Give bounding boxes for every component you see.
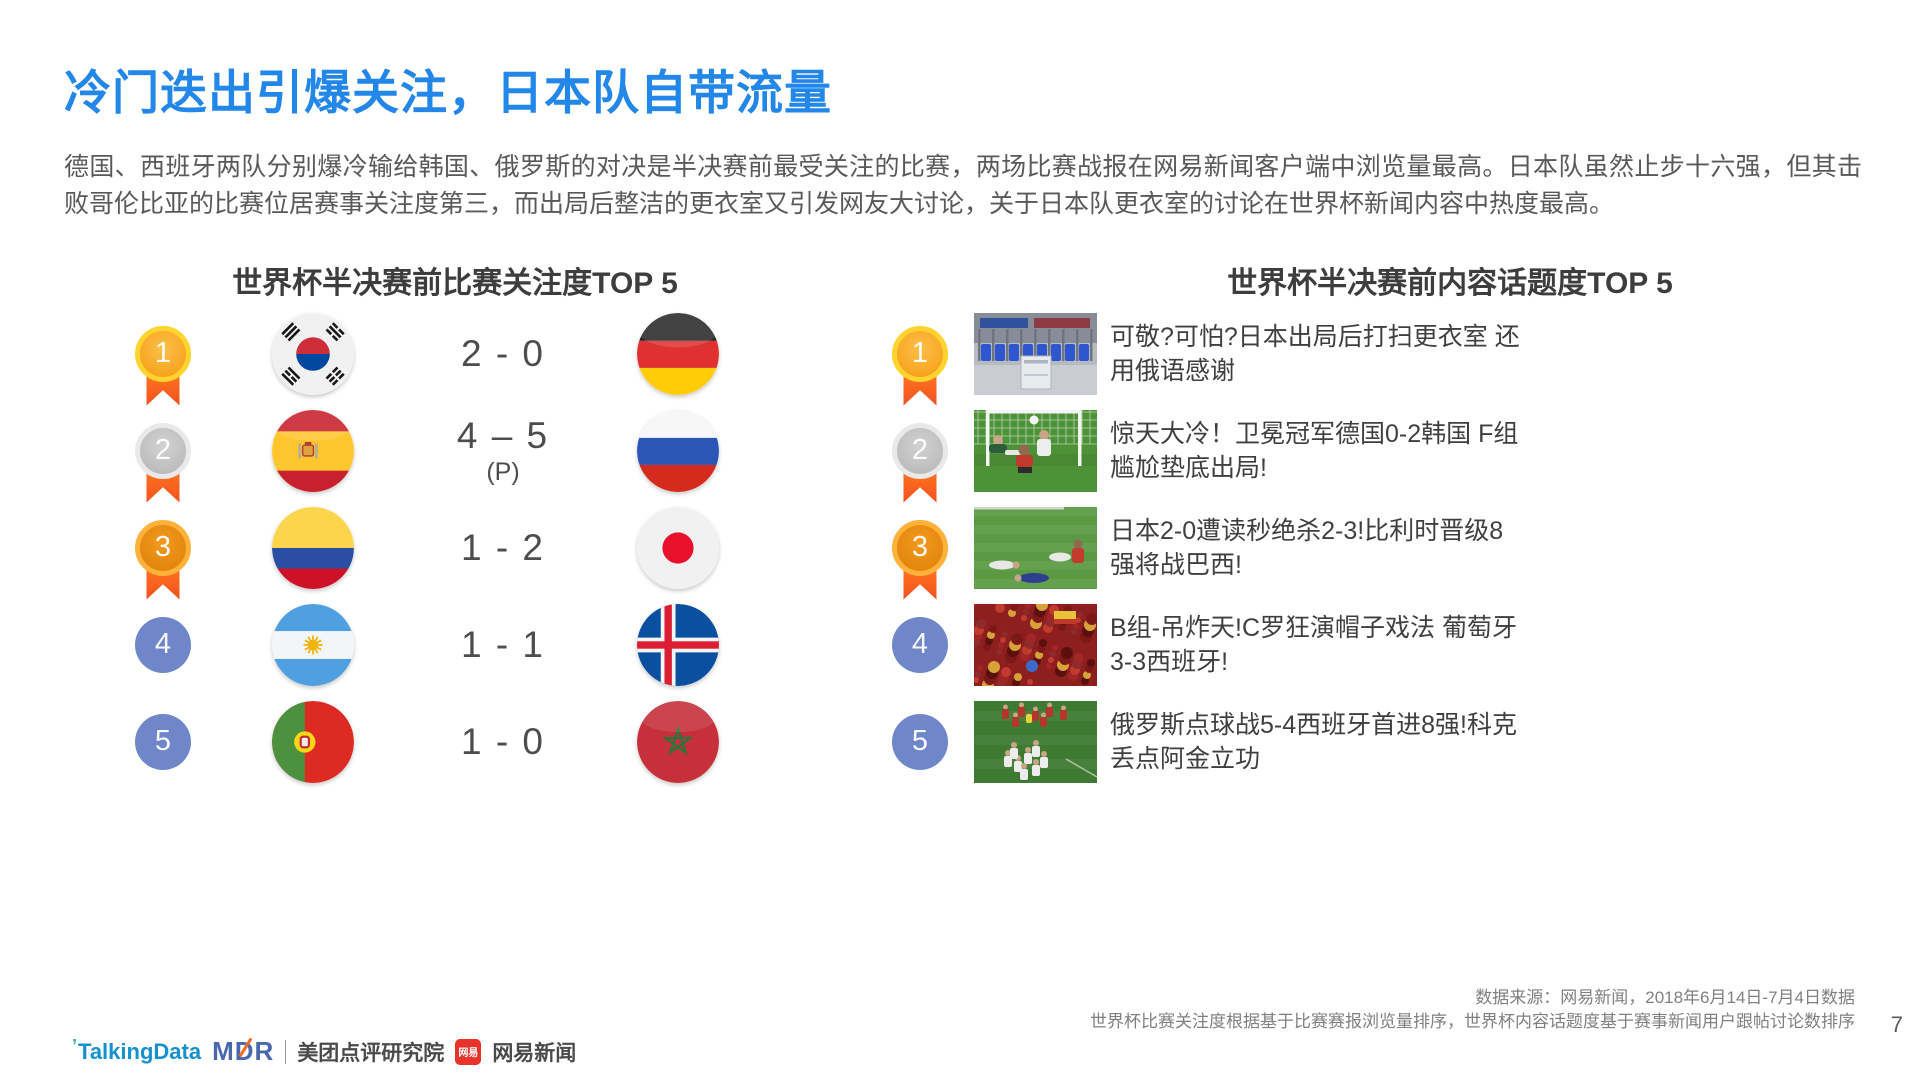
talkingdata-logo: ’TalkingData — [72, 1035, 202, 1064]
morocco-flag — [637, 700, 719, 783]
iceland-flag — [637, 603, 719, 686]
rank-2-medal-silver: 2 — [892, 422, 948, 503]
rank-4-medal-badge: 4 — [135, 616, 191, 673]
news-item-rank-2: 2 惊天大冷！卫冕冠军德国0-2韩国 F组尴尬垫底出局! — [880, 402, 1520, 503]
rank-number: 4 — [911, 628, 929, 660]
match-row-rank-4: 4 1 - 1 — [118, 596, 830, 693]
score-value: 4 – 5 — [456, 414, 550, 456]
rank-1-medal-gold: 1 — [135, 325, 191, 406]
score-value: 2 - 0 — [460, 332, 546, 374]
rank-4-medal-badge: 4 — [892, 616, 948, 673]
page-title: 冷门迭出引爆关注，日本队自带流量 — [64, 66, 832, 119]
source-line-2: 世界杯比赛关注度根据基于比赛赛报浏览量排序，世界杯内容话题度基于赛事新闻用户跟帖… — [1090, 1012, 1855, 1031]
left-panel-title: 世界杯半决赛前比赛关注度TOP 5 — [232, 267, 678, 300]
match-score: 1 - 2 — [461, 527, 545, 569]
news-ranking-list: 1 可敬?可怕?日本出局后打扫更衣室 还用俄语感谢 2 惊天大冷！卫冕冠军德国0-… — [880, 305, 1520, 790]
data-source-note: 数据来源：网易新闻，2018年6月14日-7月4日数据 世界杯比赛关注度根据基于… — [1090, 986, 1855, 1034]
rank-2-medal-silver: 2 — [135, 422, 191, 503]
russia-flag — [637, 409, 719, 492]
portugal-flag — [272, 700, 354, 783]
rank-number: 2 — [154, 434, 172, 466]
argentina-flag — [272, 603, 354, 686]
rank-3-medal-bronze: 3 — [892, 519, 948, 600]
japan-flag — [637, 506, 719, 589]
footer-logos: ’TalkingData MDR 美团点评研究院 网易 网易新闻 — [72, 1036, 576, 1067]
news-headline: 俄罗斯点球战5-4西班牙首进8强!科克丢点阿金立功 — [1110, 710, 1517, 773]
page-number: 7 — [1890, 1012, 1903, 1037]
penalty-note: (P) — [486, 457, 520, 486]
rank-number: 3 — [911, 531, 929, 563]
rank-number: 5 — [154, 725, 172, 757]
news-headline: 可敬?可怕?日本出局后打扫更衣室 还用俄语感谢 — [1110, 322, 1520, 385]
rank-number: 4 — [154, 628, 172, 660]
players-down-thumbnail — [973, 506, 1097, 589]
right-panel-title: 世界杯半决赛前内容话题度TOP 5 — [1227, 267, 1673, 300]
score-value: 1 - 0 — [460, 720, 546, 762]
match-score: 1 - 1 — [461, 624, 545, 666]
rank-number: 2 — [911, 434, 929, 466]
talkingdata-tick-icon: ’ — [72, 1035, 78, 1056]
match-row-rank-1: 1 2 - 0 — [118, 305, 830, 406]
news-headline: B组-吊炸天!C罗狂演帽子戏法 葡萄牙3-3西班牙! — [1110, 613, 1517, 676]
spain-flag — [272, 409, 354, 492]
rank-5-medal-badge: 5 — [892, 713, 948, 770]
news-headline: 惊天大冷！卫冕冠军德国0-2韩国 F组尴尬垫底出局! — [1110, 419, 1519, 482]
score-value: 1 - 1 — [460, 623, 546, 665]
rank-number: 1 — [154, 337, 172, 369]
news-item-rank-4: 4 B组-吊炸天!C罗狂演帽子戏法 葡萄牙3-3西班牙! — [880, 596, 1520, 693]
south-korea-flag — [272, 312, 354, 395]
news-item-rank-1: 1 可敬?可怕?日本出局后打扫更衣室 还用俄语感谢 — [880, 305, 1520, 406]
news-item-rank-5: 5 俄罗斯点球战5-4西班牙首进8强!科克丢点阿金立功 — [880, 693, 1520, 790]
meituan-dianping-research-label: 美团点评研究院 — [297, 1041, 445, 1065]
netease-news-icon: 网易 — [455, 1038, 482, 1065]
intro-paragraph: 德国、西班牙两队分别爆冷输给韩国、俄罗斯的对决是半决赛前最受关注的比赛，两场比赛… — [64, 153, 1862, 218]
rank-number: 1 — [911, 337, 929, 369]
match-row-rank-2: 2 4 – 5 (P) — [118, 402, 830, 503]
rank-number: 5 — [911, 725, 929, 757]
rank-number: 3 — [154, 531, 172, 563]
rank-3-medal-bronze: 3 — [135, 519, 191, 600]
source-line-1: 数据来源：网易新闻，2018年6月14日-7月4日数据 — [1475, 988, 1855, 1007]
match-score: 1 - 0 — [461, 721, 545, 763]
germany-flag — [637, 312, 719, 395]
news-headline: 日本2-0遭读秒绝杀2-3!比利时晋级8强将战巴西! — [1110, 516, 1504, 579]
netease-news-label: 网易新闻 — [492, 1041, 577, 1065]
goal-save-thumbnail — [973, 409, 1097, 492]
match-score: 2 - 0 — [461, 333, 545, 375]
match-score: 4 – 5 (P) — [457, 415, 549, 487]
rank-5-medal-badge: 5 — [135, 713, 191, 770]
colombia-flag — [272, 506, 354, 589]
rank-1-medal-gold: 1 — [892, 325, 948, 406]
locker-room-thumbnail — [973, 312, 1097, 395]
score-value: 1 - 2 — [460, 526, 546, 568]
match-ranking-list: 1 2 - 0 2 4 – 5 (P) 3 1 - 2 4 — [118, 305, 830, 790]
celebration-thumbnail — [973, 700, 1097, 783]
match-row-rank-5: 5 1 - 0 — [118, 693, 830, 790]
mdr-logo: MDR — [212, 1036, 275, 1066]
logo-divider — [285, 1039, 287, 1064]
match-row-rank-3: 3 1 - 2 — [118, 499, 830, 600]
news-item-rank-3: 3 日本2-0遭读秒绝杀2-3!比利时晋级8强将战巴西! — [880, 499, 1520, 600]
red-crowd-thumbnail — [973, 603, 1097, 686]
